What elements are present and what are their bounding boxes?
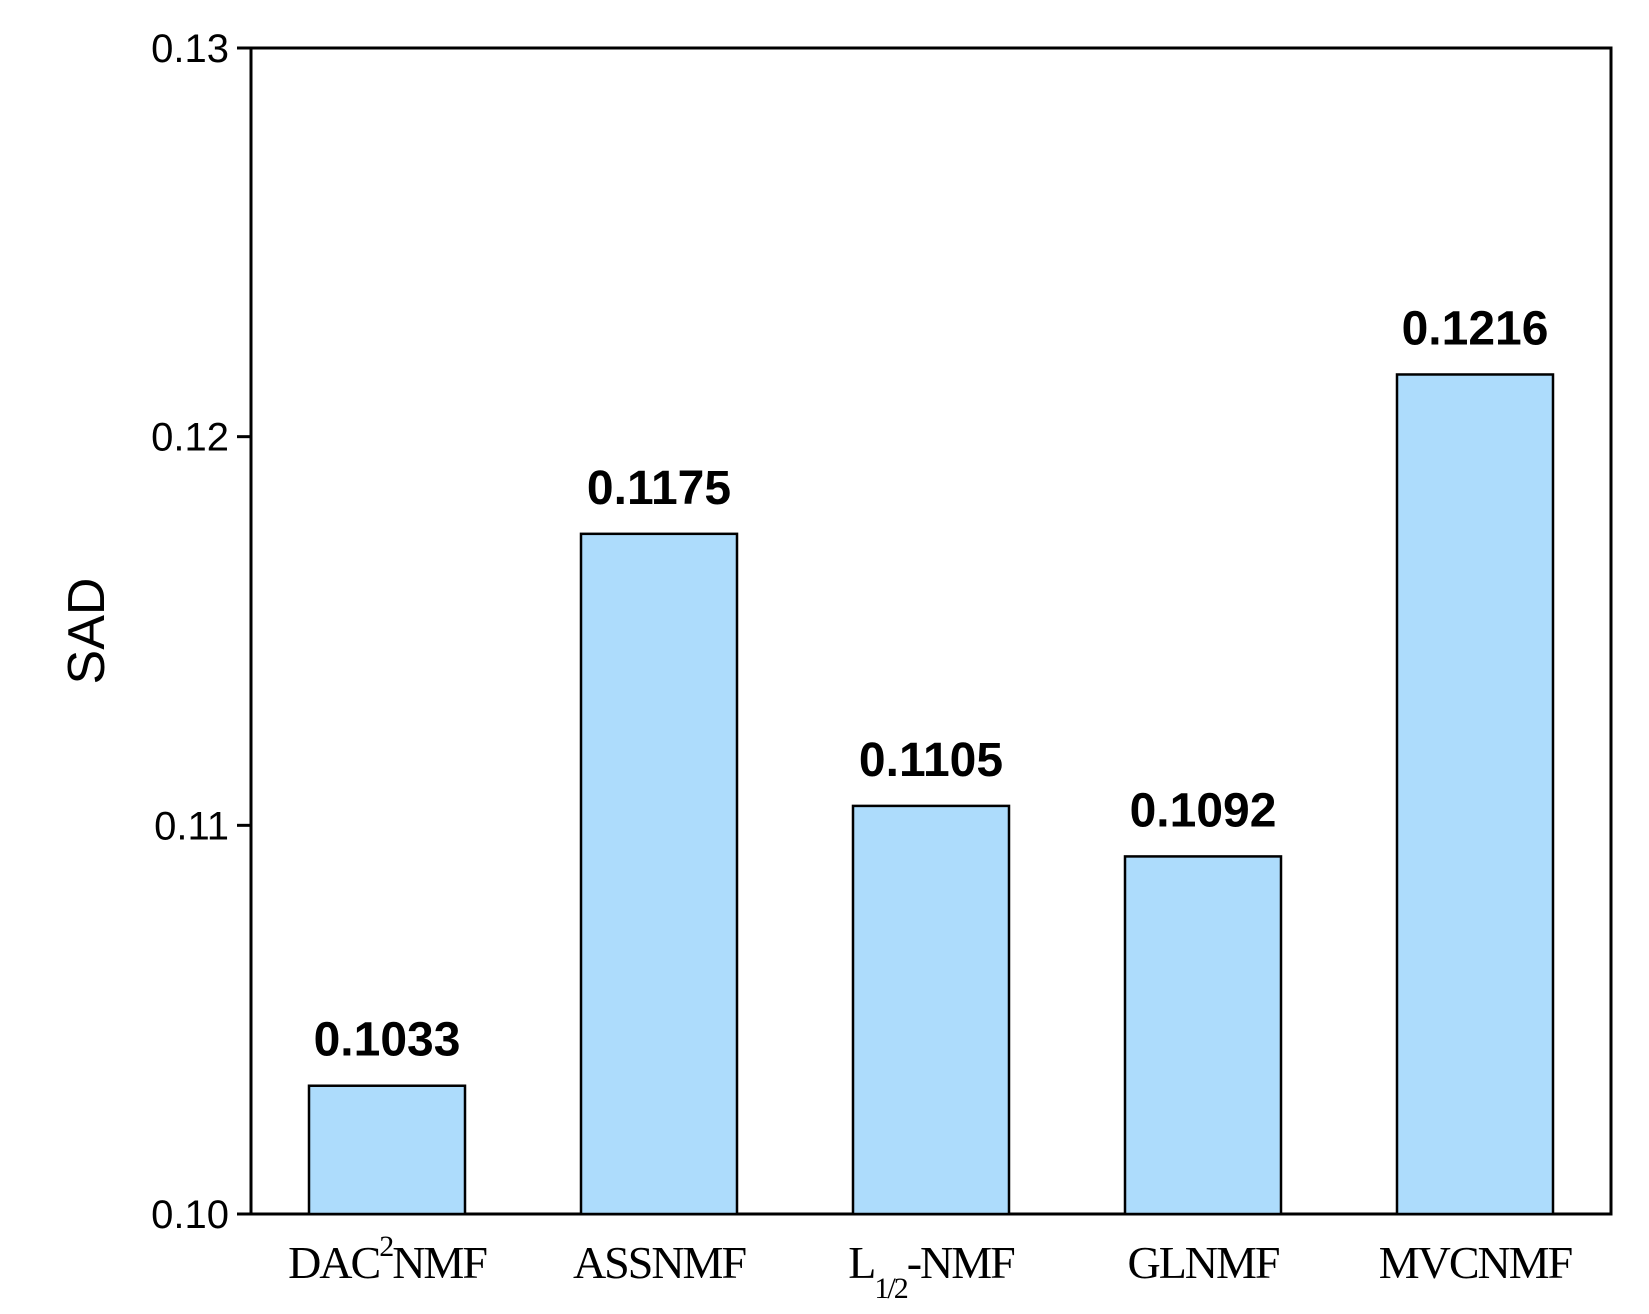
y-axis-title: SAD — [58, 578, 116, 685]
bar — [1395, 373, 1555, 1216]
bar-value-label: 0.1216 — [1402, 302, 1549, 355]
bar-value-label: 0.1033 — [314, 1014, 461, 1067]
x-tick-label: MVCNMF — [1379, 1237, 1572, 1288]
y-axis: 0.10 0.11 0.12 0.13 — [151, 27, 251, 1237]
bar — [1123, 855, 1283, 1216]
x-axis: DAC2NMF ASSNMF L1/2-NMF GLNMF MVCNMF — [288, 1230, 1574, 1305]
x-tick-label: L1/2-NMF — [848, 1237, 1014, 1305]
x-tick-label: ASSNMF — [573, 1237, 746, 1288]
bar — [307, 1084, 467, 1216]
y-tick-label: 0.12 — [151, 416, 229, 460]
bar-value-label: 0.1175 — [587, 462, 731, 515]
x-tick-label: DAC2NMF — [288, 1230, 486, 1288]
bar-value-label: 0.1092 — [1130, 784, 1277, 837]
bar — [851, 804, 1011, 1216]
bar-value-label: 0.1105 — [859, 734, 1003, 787]
x-tick-label: GLNMF — [1127, 1237, 1278, 1288]
data-labels: 0.1033 0.1175 0.1105 0.1092 0.1216 — [314, 302, 1549, 1066]
y-tick-label: 0.11 — [154, 804, 229, 848]
y-tick-label: 0.10 — [151, 1193, 229, 1237]
bars — [307, 373, 1555, 1216]
y-tick-label: 0.13 — [151, 27, 229, 71]
bar — [579, 532, 739, 1216]
